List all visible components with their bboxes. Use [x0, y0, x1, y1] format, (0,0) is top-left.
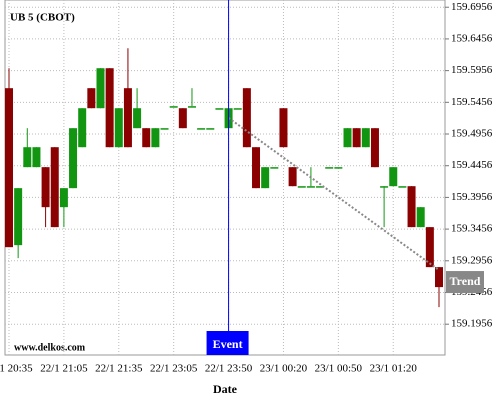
candle-body — [105, 68, 114, 148]
candle-body — [215, 108, 224, 110]
candle-body — [160, 128, 169, 130]
candle-body — [361, 128, 370, 148]
candle-body — [59, 188, 68, 208]
y-tick-label: 159.5456 — [451, 96, 493, 108]
x-tick-label: 22/1 21:35 — [95, 363, 143, 375]
candle-body — [435, 267, 443, 288]
candle-body — [370, 128, 379, 168]
watermark: www.delkos.com — [14, 342, 86, 353]
y-tick-label: 159.4456 — [451, 159, 493, 171]
x-axis-label: Date — [213, 382, 238, 396]
candle-body — [316, 186, 325, 188]
candle-body — [306, 186, 315, 188]
candle-body — [87, 88, 96, 109]
candle-body — [389, 167, 398, 187]
candle-body — [133, 108, 142, 129]
candle-body — [206, 128, 215, 130]
candle-body — [398, 186, 407, 188]
x-tick-label: 22/1 20:35 — [0, 363, 33, 375]
candle-body — [5, 88, 13, 248]
y-tick-label: 159.6456 — [451, 32, 493, 44]
candle-body — [325, 167, 334, 169]
x-tick-label: 23/1 00:20 — [260, 363, 308, 375]
candle-body — [380, 186, 389, 188]
candle-body — [96, 68, 105, 109]
candle-body — [279, 108, 288, 148]
candle-body — [352, 128, 361, 148]
candle-body — [343, 128, 352, 148]
candle-body — [407, 186, 416, 228]
candle-body — [197, 128, 206, 130]
y-tick-label: 159.3956 — [451, 191, 493, 203]
candle-body — [50, 147, 59, 228]
candle-body — [169, 106, 178, 108]
candle-body — [416, 207, 425, 228]
candle-body — [233, 108, 242, 110]
event-label-box — [206, 331, 249, 355]
y-tick-label: 159.3456 — [451, 223, 493, 235]
candle-body — [69, 128, 78, 189]
candle-body — [41, 167, 50, 208]
candle-body — [114, 108, 123, 148]
candle-body — [151, 128, 160, 148]
candle-body — [252, 147, 261, 189]
candle-body — [142, 128, 151, 148]
y-tick-label: 159.6956 — [451, 1, 493, 13]
y-tick-label: 159.5956 — [451, 64, 493, 76]
candle-body — [425, 227, 434, 268]
candle-body — [297, 186, 306, 188]
candle-body — [14, 188, 23, 246]
chart-title: UB 5 (CBOT) — [10, 12, 75, 24]
x-tick-label: 22/1 23:50 — [205, 363, 253, 375]
candle-body — [78, 108, 87, 148]
x-tick-label: 23/1 00:50 — [315, 363, 363, 375]
trend-label-box — [446, 271, 484, 294]
candle-body — [32, 147, 41, 168]
event-label: Event — [213, 337, 243, 351]
x-tick-label: 22/1 21:05 — [40, 363, 88, 375]
candle-body — [242, 88, 251, 148]
candle-body — [334, 167, 343, 169]
y-tick-label: 159.1956 — [451, 318, 493, 330]
candle-body — [270, 167, 279, 169]
x-tick-label: 22/1 23:05 — [150, 363, 198, 375]
candle-body — [187, 106, 196, 108]
candle-body — [261, 167, 270, 189]
x-tick-label: 23/1 01:20 — [370, 363, 418, 375]
candle-body — [288, 167, 297, 187]
candle-body — [123, 88, 132, 148]
trend-line — [227, 117, 440, 271]
candle-body — [23, 147, 32, 168]
y-tick-label: 159.4956 — [451, 128, 493, 140]
trend-label: Trend — [450, 274, 481, 288]
candle-body — [178, 108, 187, 129]
y-tick-label: 159.2956 — [451, 254, 493, 266]
